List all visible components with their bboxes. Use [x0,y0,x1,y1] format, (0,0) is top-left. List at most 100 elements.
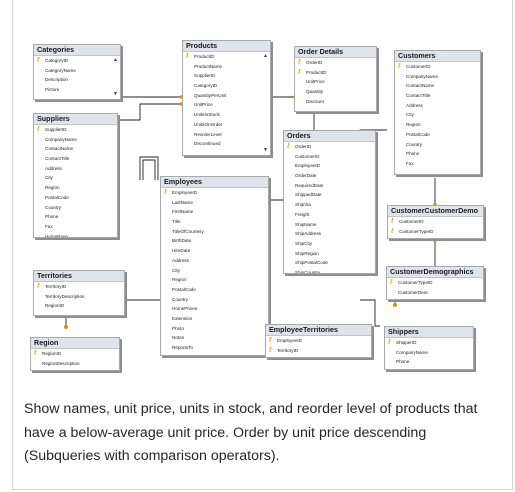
table-field[interactable]: ⚷ CategoryID [34,56,120,66]
table-field[interactable]: Country [161,295,268,305]
table-shippers[interactable]: Shippers ⚷ ShipperID CompanyName Phone [384,326,474,370]
table-orders[interactable]: Orders ⚷ OrderID CustomerID EmployeeID Order… [283,130,376,274]
table-field[interactable]: Photo [161,324,268,334]
table-employee-territories[interactable]: EmployeeTerritories ⚷ EmployeeID ⚷ Territor… [265,324,372,358]
table-field[interactable]: Region [34,183,117,193]
table-field[interactable]: CompanyName [395,72,480,82]
table-field[interactable]: SupplierID [183,71,270,81]
table-field[interactable]: ⚷ CustomerTypeID [387,278,483,288]
table-order-details[interactable]: Order Details ⚷ OrderID ⚷ ProductID UnitPric… [294,46,377,112]
table-field[interactable]: City [395,110,480,120]
table-field[interactable]: ContactName [395,81,480,91]
table-field[interactable]: UnitsInStock [183,110,270,120]
table-field[interactable]: Address [161,256,268,266]
table-field[interactable]: TitleOfCourtesy [161,227,268,237]
table-field[interactable]: Phone [34,212,117,222]
table-field[interactable]: Quantity [295,87,376,97]
table-field[interactable]: HomePage [34,232,117,237]
table-field[interactable]: Country [395,140,480,150]
table-field[interactable]: CompanyName [385,348,473,358]
table-field[interactable]: HireDate [161,246,268,256]
table-field[interactable]: Fax [34,222,117,232]
table-field[interactable]: CompanyName [34,135,117,145]
table-field[interactable]: ⚷ RegionID [31,349,119,359]
table-field[interactable]: QuantityPerUnit [183,91,270,101]
table-field[interactable]: Region [161,275,268,285]
table-field[interactable]: PostalCode [34,193,117,203]
table-categories[interactable]: Categories ⚷ CategoryID CategoryName Descri… [33,44,121,100]
table-field[interactable]: CategoryID [183,81,270,91]
table-field[interactable]: Phone [385,357,473,367]
table-field[interactable]: ProductName [183,62,270,72]
table-field[interactable]: ContactName [34,144,117,154]
table-field[interactable]: ⚷ TerritoryID [34,282,124,292]
table-field[interactable]: ⚷ ShipperID [385,338,473,348]
table-field[interactable]: Picture [34,85,120,95]
table-field[interactable]: ⚷ SupplierID [34,125,117,135]
table-employees[interactable]: Employees ⚷ EmployeeID LastName FirstName Ti… [160,176,269,356]
table-field[interactable]: PhotoPath [161,353,268,356]
table-field[interactable]: PostalCode [161,285,268,295]
table-field[interactable]: ReportsTo [161,343,268,353]
table-field[interactable]: Address [34,164,117,174]
table-field[interactable]: Description [34,75,120,85]
table-field[interactable]: Phone [395,149,480,159]
table-field[interactable]: ⚷ CustomerID [388,217,483,227]
table-field[interactable]: ShipCity [284,239,375,249]
table-field[interactable]: ShipAddress [284,229,375,239]
table-field[interactable]: RegionDescription [31,359,119,369]
table-customer-customer-demo[interactable]: CustomerCustomerDemo ⚷ CustomerID ⚷ Custome… [387,205,484,239]
table-field[interactable]: ReorderLevel [183,130,270,140]
table-field[interactable]: OrderDate [284,171,375,181]
table-field[interactable]: PostalCode [395,130,480,140]
table-products[interactable]: Products ⚷ ProductID ProductName SupplierID… [182,40,271,156]
table-field[interactable]: CustomerID [284,152,375,162]
table-field[interactable]: ⚷ EmployeeID [161,188,268,198]
table-field[interactable]: ShipVia [284,200,375,210]
table-field[interactable]: LastName [161,198,268,208]
scroll-down-icon[interactable]: ▼ [113,91,118,97]
table-field[interactable]: TerritoryDescription [34,292,124,302]
table-field[interactable]: Region [395,120,480,130]
table-territories[interactable]: Territories ⚷ TerritoryID TerritoryDescrip… [33,270,125,316]
table-field[interactable]: ⚷ EmployeeID [266,336,371,346]
table-field[interactable]: ⚷ TerritoryID [266,346,371,356]
table-customers[interactable]: Customers ⚷ CustomerID CompanyName ContactN… [394,50,481,175]
table-field[interactable]: ⚷ OrderID [284,142,375,152]
table-field[interactable]: City [34,173,117,183]
table-suppliers[interactable]: Suppliers ⚷ SupplierID CompanyName ContactN… [33,113,118,238]
scroll-up-icon[interactable]: ▲ [263,53,268,59]
table-field[interactable]: Discontinued [183,139,270,149]
table-field[interactable]: ShipName [284,220,375,230]
table-customer-demographics[interactable]: CustomerDemographics ⚷ CustomerTypeID Cust… [386,266,484,300]
table-field[interactable]: ShipRegion [284,249,375,259]
table-field[interactable]: RequiredDate [284,181,375,191]
table-field[interactable]: ShipCountry [284,268,375,273]
table-field[interactable]: Fax [395,159,480,169]
table-field[interactable]: ⚷ ProductID [295,68,376,78]
table-field[interactable]: HomePhone [161,304,268,314]
table-field[interactable]: Country [34,203,117,213]
table-field[interactable]: CustomerDesc [387,288,483,298]
table-field[interactable]: EmployeeID [284,161,375,171]
table-field[interactable]: ⚷ CustomerID [395,62,480,72]
table-field[interactable]: UnitPrice [295,77,376,87]
table-field[interactable]: ShippedDate [284,190,375,200]
table-field[interactable]: ContactTitle [395,91,480,101]
table-region[interactable]: Region ⚷ RegionID RegionDescription [30,337,120,371]
table-field[interactable]: ⚷ CustomerTypeID [388,227,483,237]
table-field[interactable]: FirstName [161,207,268,217]
table-field[interactable]: UnitPrice [183,100,270,110]
table-field[interactable]: Freight [284,210,375,220]
table-field[interactable]: ⚷ OrderID [295,58,376,68]
table-field[interactable]: RegionID [34,301,124,311]
table-field[interactable]: CategoryName [34,66,120,76]
table-field[interactable]: Extension [161,314,268,324]
table-field[interactable]: UnitsOnOrder [183,120,270,130]
table-field[interactable]: BirthDate [161,236,268,246]
table-field[interactable]: ContactTitle [34,154,117,164]
scroll-down-icon[interactable]: ▼ [263,147,268,153]
table-field[interactable]: Title [161,217,268,227]
table-field[interactable]: Address [395,101,480,111]
table-field[interactable]: Notes [161,333,268,343]
